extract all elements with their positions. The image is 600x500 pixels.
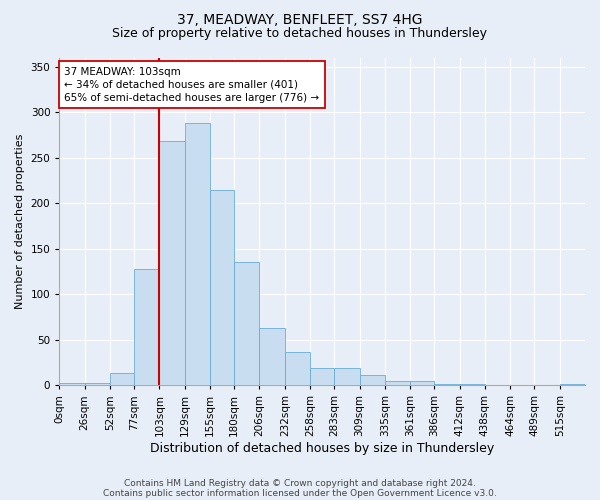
Bar <box>310 368 334 386</box>
Bar <box>185 123 210 386</box>
Bar <box>210 190 234 386</box>
Bar <box>134 268 160 386</box>
Bar <box>434 384 460 386</box>
Bar <box>334 368 359 386</box>
Bar <box>160 142 185 386</box>
Text: 37 MEADWAY: 103sqm
← 34% of detached houses are smaller (401)
65% of semi-detach: 37 MEADWAY: 103sqm ← 34% of detached hou… <box>64 66 319 103</box>
Text: Size of property relative to detached houses in Thundersley: Size of property relative to detached ho… <box>113 28 487 40</box>
Bar <box>385 380 410 386</box>
Bar <box>85 382 110 386</box>
Bar <box>285 352 310 386</box>
Bar <box>59 382 85 386</box>
Text: Contains public sector information licensed under the Open Government Licence v3: Contains public sector information licen… <box>103 488 497 498</box>
Bar <box>359 376 385 386</box>
Bar <box>410 380 434 386</box>
Bar <box>259 328 285 386</box>
Y-axis label: Number of detached properties: Number of detached properties <box>15 134 25 309</box>
Text: 37, MEADWAY, BENFLEET, SS7 4HG: 37, MEADWAY, BENFLEET, SS7 4HG <box>177 12 423 26</box>
X-axis label: Distribution of detached houses by size in Thundersley: Distribution of detached houses by size … <box>150 442 494 455</box>
Bar <box>560 384 585 386</box>
Text: Contains HM Land Registry data © Crown copyright and database right 2024.: Contains HM Land Registry data © Crown c… <box>124 478 476 488</box>
Bar <box>460 384 485 386</box>
Bar <box>110 374 134 386</box>
Bar <box>234 262 259 386</box>
